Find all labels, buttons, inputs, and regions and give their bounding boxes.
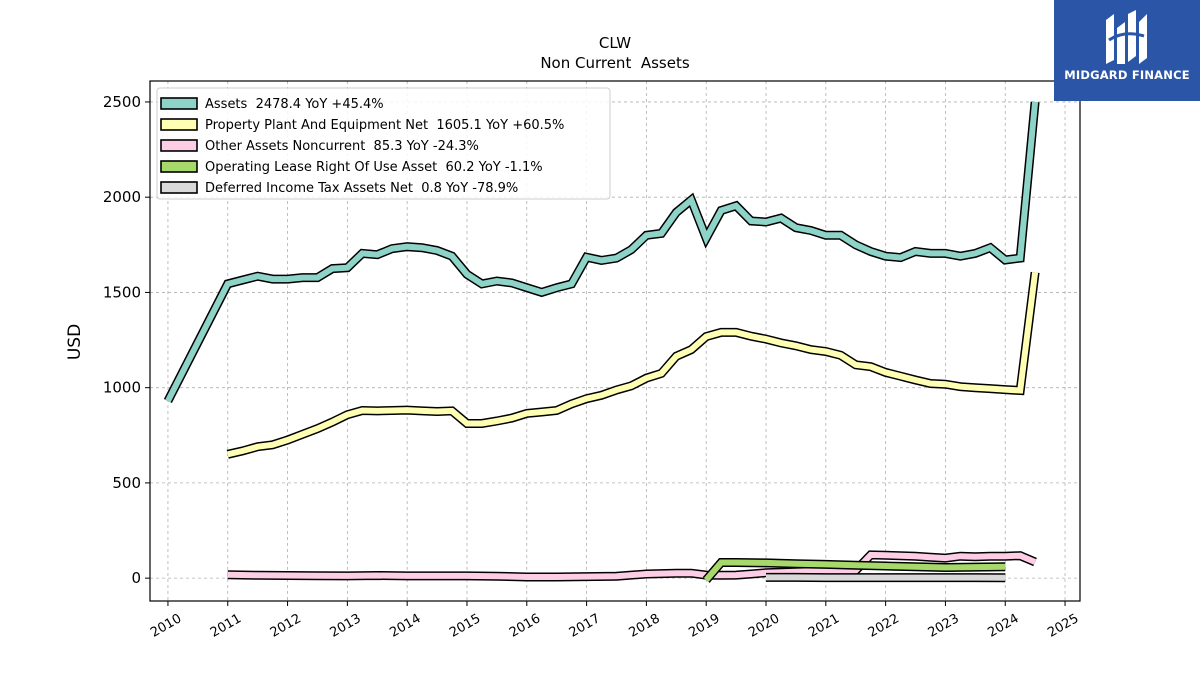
y-tick-label: 1500	[103, 283, 141, 301]
x-tick-label: 2017	[567, 611, 603, 641]
legend-swatch	[160, 181, 198, 194]
x-tick-label: 2011	[208, 611, 244, 641]
legend-swatch	[160, 160, 198, 173]
chart-subtitle: Non Current Assets	[540, 54, 690, 72]
x-tick-label: 2020	[746, 611, 782, 641]
series-line-0	[163, 101, 1040, 404]
series-layer	[163, 101, 1040, 583]
legend-label: Assets 2478.4 YoY +45.4%	[205, 97, 384, 112]
legend-swatch	[160, 118, 198, 131]
series-outline	[226, 271, 1040, 459]
legend-label: Property Plant And Equipment Net 1605.1 …	[205, 118, 564, 133]
x-tick-label: 2010	[148, 611, 184, 641]
chart-title: CLW	[599, 34, 631, 52]
series-stroke	[703, 559, 1006, 582]
midgard-finance-logo: MIDGARD FINANCE	[1054, 0, 1200, 101]
plot-frame	[149, 80, 1081, 602]
y-tick-label: 2500	[103, 93, 141, 111]
legend: Assets 2478.4 YoY +45.4% Property Plant A…	[156, 87, 611, 200]
y-tick-label: 500	[112, 474, 141, 492]
x-tick-label: 2019	[686, 611, 722, 641]
x-tick-label: 2018	[627, 611, 663, 641]
series-stroke	[227, 272, 1039, 458]
series-line-3	[702, 558, 1006, 583]
legend-label: Operating Lease Right Of Use Asset 60.2 …	[205, 160, 543, 175]
x-tick-label: 2021	[806, 611, 842, 641]
logo-text: MIDGARD FINANCE	[1064, 68, 1190, 82]
y-tick-label: 0	[131, 569, 141, 587]
x-tick-label: 2025	[1045, 611, 1081, 641]
x-tick-label: 2013	[328, 611, 364, 641]
y-axis-label: USD	[65, 324, 85, 360]
y-tick-label: 1000	[103, 379, 141, 397]
legend-swatch	[160, 97, 198, 110]
x-tick-label: 2023	[926, 611, 962, 641]
x-tick-label: 2016	[507, 611, 543, 641]
legend-swatch	[160, 139, 198, 152]
series-line-1	[226, 271, 1040, 459]
x-tick-label: 2015	[447, 611, 483, 641]
legend-box	[156, 87, 611, 200]
x-tick-label: 2012	[268, 611, 304, 641]
legend-label: Deferred Income Tax Assets Net 0.8 YoY -…	[205, 181, 518, 196]
y-tick-label: 2000	[103, 188, 141, 206]
series-stroke	[165, 101, 1039, 403]
x-tick-label: 2014	[387, 611, 423, 641]
x-tick-label: 2024	[985, 611, 1021, 641]
x-tick-label: 2022	[866, 611, 902, 641]
legend-label: Other Assets Noncurrent 85.3 YoY -24.3%	[205, 139, 479, 154]
midgard-logo-icon	[1106, 10, 1147, 64]
